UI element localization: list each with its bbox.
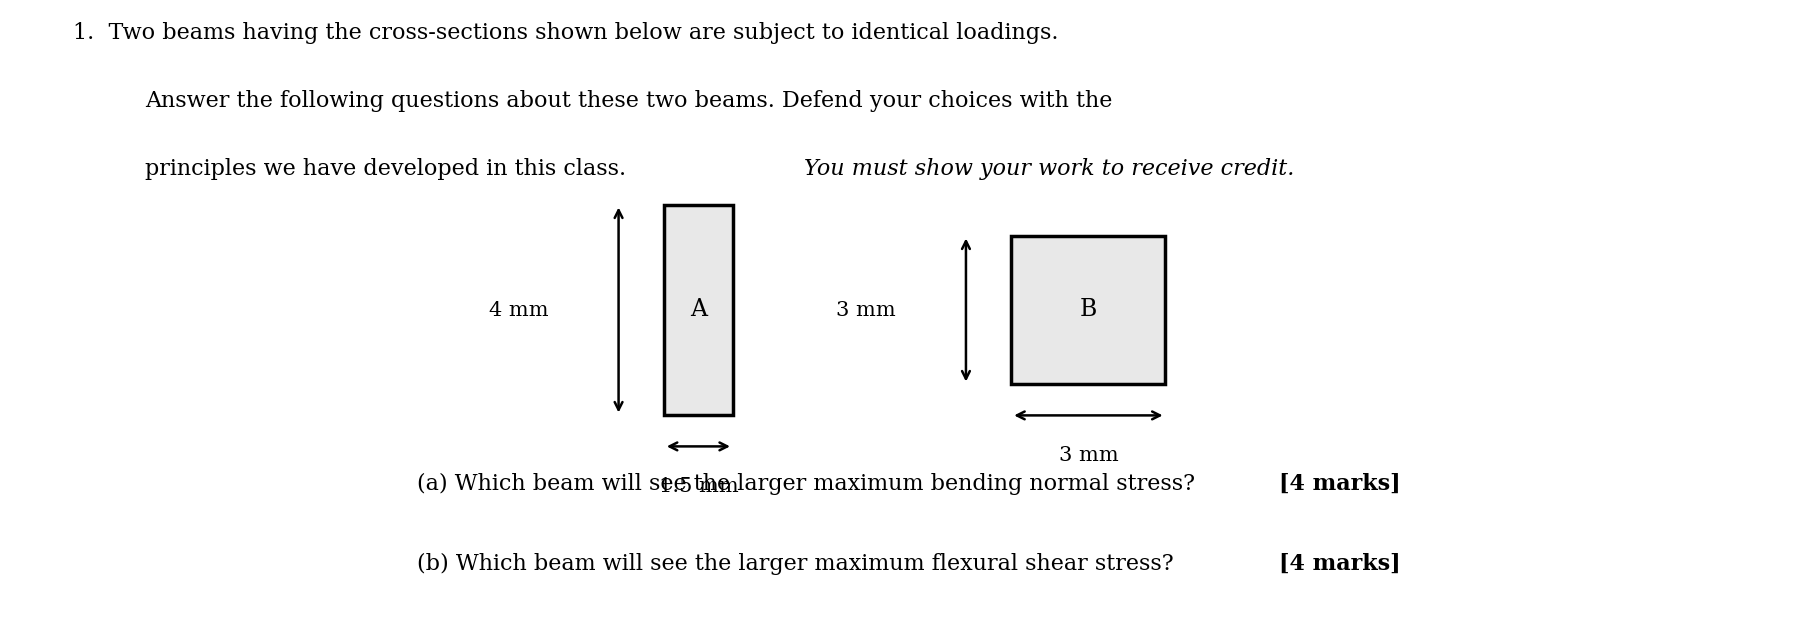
Bar xyxy=(1012,236,1165,384)
Text: 3 mm: 3 mm xyxy=(836,301,896,319)
Text: (a) Which beam will see the larger maximum bending normal stress?: (a) Which beam will see the larger maxim… xyxy=(417,472,1203,495)
Text: principles we have developed in this class.: principles we have developed in this cla… xyxy=(145,158,633,180)
Text: 1.  Two beams having the cross-sections shown below are subject to identical loa: 1. Two beams having the cross-sections s… xyxy=(73,22,1058,43)
Text: B: B xyxy=(1079,298,1097,322)
Bar xyxy=(664,205,733,415)
Text: [4 marks]: [4 marks] xyxy=(1279,472,1400,495)
Text: A: A xyxy=(689,298,707,322)
Text: [4 marks]: [4 marks] xyxy=(1279,553,1400,575)
Text: 3 mm: 3 mm xyxy=(1059,446,1117,465)
Text: 1.5 mm: 1.5 mm xyxy=(658,477,738,496)
Text: Answer the following questions about these two beams. Defend your choices with t: Answer the following questions about the… xyxy=(145,90,1112,112)
Text: 4 mm: 4 mm xyxy=(490,301,548,319)
Text: You must show your work to receive credit.: You must show your work to receive credi… xyxy=(804,158,1293,180)
Text: (b) Which beam will see the larger maximum flexural shear stress?: (b) Which beam will see the larger maxim… xyxy=(417,553,1181,575)
